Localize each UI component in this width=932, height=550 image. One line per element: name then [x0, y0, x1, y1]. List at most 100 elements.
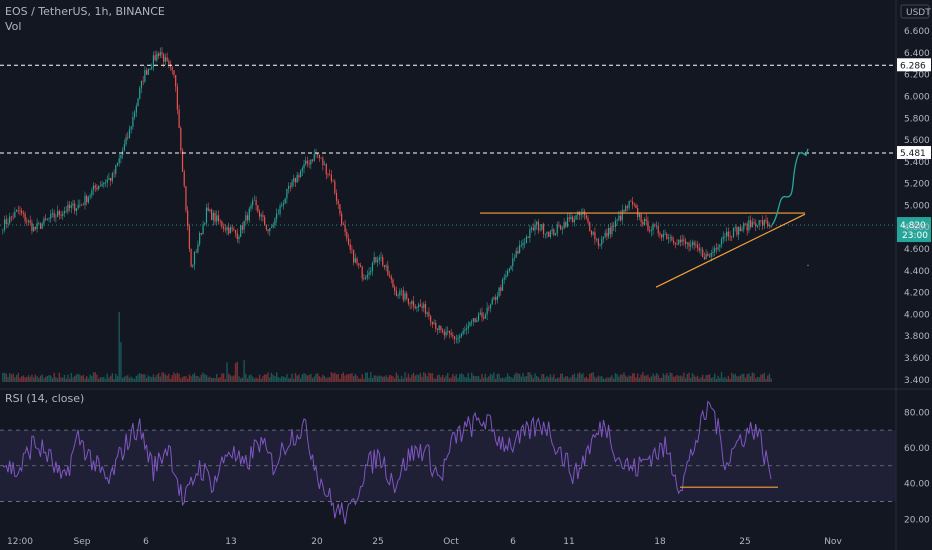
volume-bar [205, 374, 208, 382]
volume-bar [739, 375, 742, 382]
volume-bar [551, 377, 553, 382]
volume-bar [715, 378, 718, 382]
currency-box [900, 4, 930, 19]
volume-bar [619, 374, 622, 382]
candle-body [453, 336, 456, 340]
trend-annotations[interactable] [480, 148, 809, 288]
volume-bar [103, 376, 105, 382]
volume-bar [286, 373, 288, 382]
candle-body [327, 174, 329, 175]
rsi-line [2, 400, 772, 525]
volume-bar [86, 376, 88, 382]
candle-body [375, 257, 377, 263]
candle-body [621, 209, 623, 221]
volume-bar [729, 378, 731, 382]
volume-bars [2, 312, 772, 382]
candle-body [301, 168, 303, 171]
volume-bar [106, 373, 108, 382]
candle-body [542, 224, 545, 235]
volume-bar [524, 376, 526, 382]
candle-body [743, 223, 745, 230]
volume-bar [688, 372, 690, 382]
candle-body [678, 239, 680, 245]
candle-body [378, 257, 380, 261]
candle-body [614, 220, 617, 227]
candle-body [592, 232, 594, 235]
candle-body [472, 318, 475, 322]
symbol-title[interactable]: EOS / TetherUS, 1h, BINANCE [5, 5, 165, 18]
candle-body [744, 223, 747, 225]
candle-body [720, 239, 723, 245]
candle-body [572, 216, 574, 223]
volume-bar [34, 374, 37, 382]
volume-bar [645, 375, 647, 382]
candle-body [217, 215, 220, 221]
volume-bar [366, 372, 369, 382]
candle-body [587, 218, 589, 223]
candle-body [619, 215, 622, 221]
candle-body [383, 265, 386, 268]
volume-bar [541, 374, 543, 382]
volume-bar [284, 377, 286, 382]
volume-bar [672, 376, 675, 382]
candle-body [48, 218, 50, 219]
volume-bar [26, 376, 28, 382]
candle-body [500, 287, 502, 291]
candle-body [551, 229, 553, 232]
volume-bar [19, 377, 21, 382]
candle-body [267, 229, 269, 232]
volume-bar [58, 372, 61, 382]
candle-body [640, 214, 642, 223]
candle-body [761, 220, 764, 226]
candle-body [286, 188, 288, 199]
candle-body [310, 159, 312, 165]
candle-body [15, 210, 18, 212]
volume-bar [354, 373, 357, 382]
candle-body [643, 219, 646, 225]
candle-body [202, 224, 204, 235]
candle-body [252, 200, 254, 206]
volume-bar [411, 374, 413, 382]
volume-bar [29, 376, 31, 382]
volume-bar [335, 374, 338, 382]
volume-bar [253, 378, 256, 382]
volume-bar [250, 374, 252, 382]
volume-bar [512, 378, 514, 382]
price-tick-label: 4.200 [904, 289, 930, 299]
price-tick-label: 3.800 [904, 332, 930, 342]
candle-body [209, 209, 211, 211]
time-tick-label: 25 [739, 537, 750, 547]
candle-body [245, 215, 247, 221]
candle-body [274, 218, 276, 226]
price-level-tag [897, 58, 931, 72]
candle-body [601, 238, 603, 245]
volume-bar [482, 377, 485, 382]
volume-bar [325, 378, 327, 382]
time-tick-label: 11 [563, 537, 574, 547]
candle-body [515, 250, 517, 258]
candle-body [329, 174, 331, 175]
volume-bar [388, 374, 391, 382]
candle-body [181, 150, 184, 172]
candle-body [106, 179, 108, 183]
candle-body [296, 175, 298, 183]
candle-body [382, 257, 384, 266]
candle-body [298, 175, 300, 178]
candle-body [691, 242, 694, 245]
volume-bar [578, 372, 581, 382]
candle-body [339, 204, 341, 214]
volume-bar [554, 378, 557, 382]
volume-bar [506, 373, 509, 382]
candle-body [38, 223, 40, 224]
price-axis[interactable]: 3.400 3.600 3.800 4.000 4.200 4.400 4.600 4.800… [900, 4, 931, 525]
volume-bar [234, 363, 237, 382]
candle-body [628, 200, 630, 208]
volume-bar [181, 376, 184, 382]
candle-body [21, 210, 23, 214]
candle-body [693, 242, 695, 246]
volume-bar [219, 377, 221, 382]
time-axis[interactable]: 12:00 Sep 6 13 20 25 Oct 6 11 18 25 Nov [7, 537, 842, 547]
candle-body [450, 333, 452, 336]
